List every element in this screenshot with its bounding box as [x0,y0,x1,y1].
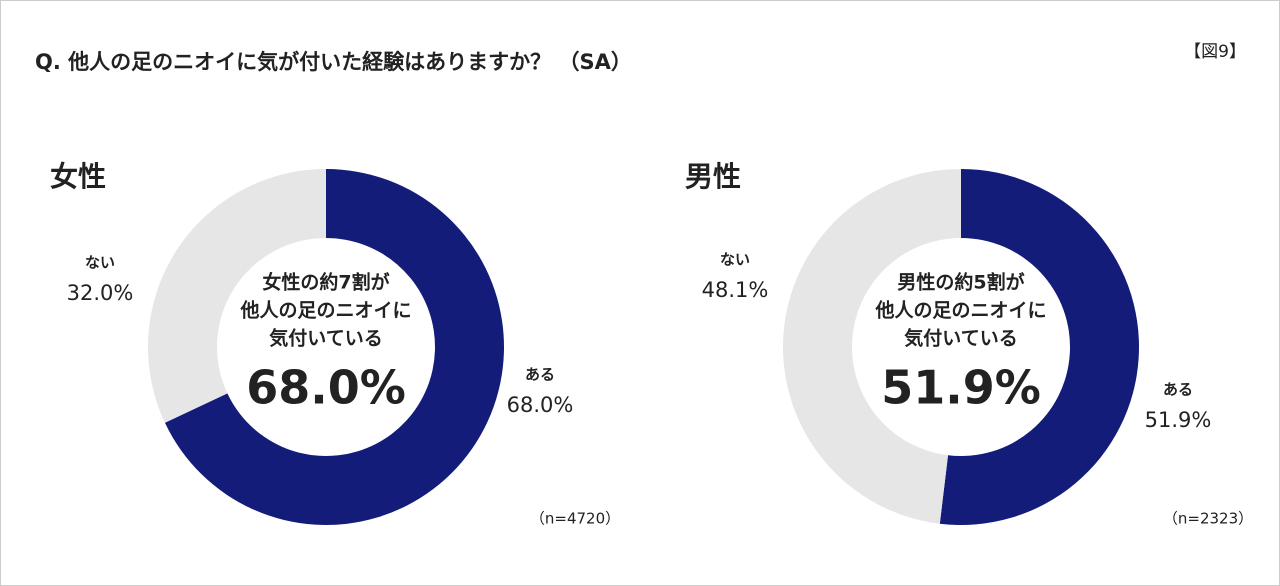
category-label: ない [720,251,750,269]
figure-label: 【図9】 [1184,42,1246,62]
center-annotation: 気付いている [269,327,382,350]
center-annotation: 気付いている [904,327,1017,350]
center-annotation: 他人の足のニオイに [239,299,411,322]
category-label: ある [525,366,555,384]
chart-title: 女性 [50,160,106,193]
value-label: 68.0% [507,393,574,417]
donut-segment [164,169,504,526]
center-annotation: 男性の約5割が [897,271,1024,294]
value-label: 48.1% [702,278,769,302]
page-title: Q. 他人の足のニオイに気が付いた経験はありますか？ （SA） [35,50,632,74]
center-annotation: 他人の足のニオイに [874,299,1046,322]
value-label: 51.9% [1145,408,1212,432]
sample-note: （n=4720） [530,510,620,528]
donut-segment [939,169,1139,525]
donut-segment [783,169,961,524]
center-annotation: 女性の約7割が [262,271,389,294]
center-value: 68.0% [246,361,406,415]
category-label: ある [1163,381,1193,399]
donut-segment [147,169,326,423]
sample-note: （n=2323） [1163,510,1253,528]
value-label: 32.0% [67,281,134,305]
center-value: 51.9% [881,361,1041,415]
category-label: ない [85,254,115,272]
chart-title: 男性 [685,160,741,193]
